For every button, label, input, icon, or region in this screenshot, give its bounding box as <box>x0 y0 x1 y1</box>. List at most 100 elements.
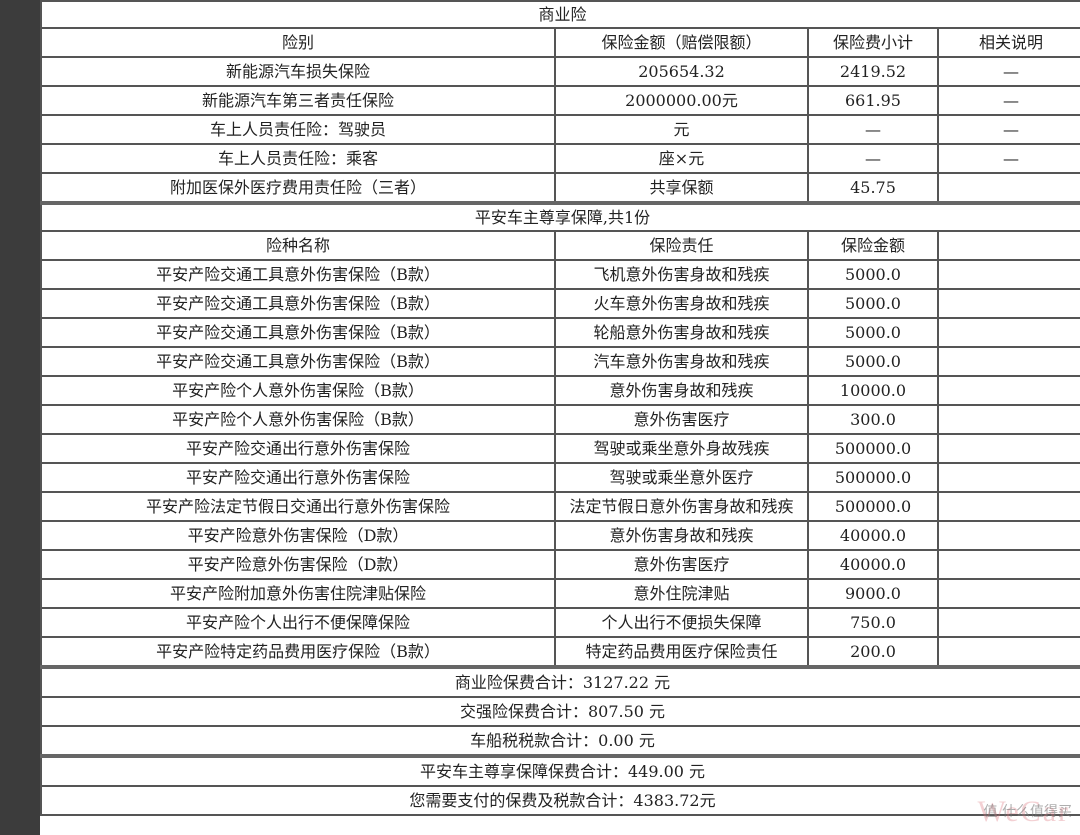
section-title: 平安车主尊享保障,共1份 <box>40 201 1080 232</box>
liability-cell: 汽车意外伤害身故和残疾 <box>554 346 809 377</box>
total-cell: 商业险保费合计：3127.22 元 <box>40 665 1080 698</box>
left-edge <box>0 0 40 835</box>
table-row: 新能源汽车损失保险 205654.32 2419.52— <box>40 56 1080 87</box>
coverage-name-cell: 平安产险个人意外伤害保险（B款） <box>40 375 556 406</box>
watermark-site: 值 什么值得买 <box>983 804 1072 820</box>
note-cell <box>937 549 1080 580</box>
coverage-name-cell: 平安产险交通出行意外伤害保险 <box>40 462 556 493</box>
coverage-name-cell: 平安产险交通工具意外伤害保险（B款） <box>40 346 556 377</box>
coverage-name-cell: 平安产险意外伤害保险（D款） <box>40 520 556 551</box>
coverage-name-cell: 平安产险交通工具意外伤害保险（B款） <box>40 259 556 290</box>
coverage-name-cell: 平安产险附加意外伤害住院津贴保险 <box>40 578 556 609</box>
sum-insured-cell: 500000.0 <box>807 462 939 493</box>
table-row: 平安产险意外伤害保险（D款） 意外伤害医疗 40000.0 <box>40 549 1080 580</box>
table-row: 平安产险特定药品费用医疗保险（B款） 特定药品费用医疗保险责任 200.0 <box>40 636 1080 668</box>
header-row: 险别 保险金额（赔偿限额） 保险费小计 相关说明 <box>40 27 1080 58</box>
column-header <box>937 230 1080 261</box>
note-cell <box>937 491 1080 522</box>
table-row: 车上人员责任险：驾驶员元 — — <box>40 114 1080 145</box>
column-header: 险别 <box>40 27 556 58</box>
note-cell <box>937 578 1080 609</box>
liability-cell: 轮船意外伤害身故和残疾 <box>554 317 809 348</box>
insurance-document: 商业险 险别 保险金额（赔偿限额） 保险费小计 相关说明 新能源汽车损失保险 205654.… <box>40 0 1080 816</box>
coverage-name-cell: 平安产险个人意外伤害保险（B款） <box>40 404 556 435</box>
liability-cell: 火车意外伤害身故和残疾 <box>554 288 809 319</box>
total-row: 商业险保费合计：3127.22 元 <box>40 665 1080 698</box>
header-row: 险种名称 保险责任 保险金额 <box>40 230 1080 261</box>
premium-cell: — <box>807 114 939 145</box>
table-row: 平安产险个人意外伤害保险（B款） 意外伤害医疗 300.0 <box>40 404 1080 435</box>
note-cell: — <box>937 114 1080 145</box>
column-header: 保险金额（赔偿限额） <box>554 27 809 58</box>
liability-cell: 意外伤害身故和残疾 <box>554 520 809 551</box>
sum-insured-cell: 300.0 <box>807 404 939 435</box>
sum-insured-cell: 500000.0 <box>807 433 939 464</box>
note-cell: — <box>937 143 1080 174</box>
table-row: 附加医保外医疗费用责任险（三者） 共享保额 45.75 <box>40 172 1080 204</box>
column-header: 险种名称 <box>40 230 556 261</box>
premium-table: 商业险 险别 保险金额（赔偿限额） 保险费小计 相关说明 新能源汽车损失保险 205654.… <box>40 0 1080 816</box>
premium-cell: 45.75 <box>807 172 939 204</box>
coverage-name-cell: 平安产险法定节假日交通出行意外伤害保险 <box>40 491 556 522</box>
item-name-cell: 新能源汽车第三者责任保险 <box>40 85 556 116</box>
note-cell <box>937 607 1080 638</box>
liability-cell: 意外伤害医疗 <box>554 549 809 580</box>
coverage-name-cell: 平安产险交通工具意外伤害保险（B款） <box>40 288 556 319</box>
total-row: 平安车主尊享保障保费合计：449.00 元 <box>40 754 1080 787</box>
total-row: 车船税税款合计：0.00 元 <box>40 725 1080 757</box>
total-cell: 您需要支付的保费及税款合计：4383.72元 <box>40 785 1080 816</box>
note-cell <box>937 636 1080 668</box>
total-cell: 车船税税款合计：0.00 元 <box>40 725 1080 757</box>
column-header: 保险责任 <box>554 230 809 261</box>
note-cell <box>937 433 1080 464</box>
note-cell <box>937 317 1080 348</box>
table-row: 平安产险法定节假日交通出行意外伤害保险 法定节假日意外伤害身故和残疾 500000.… <box>40 491 1080 522</box>
liability-cell: 意外伤害身故和残疾 <box>554 375 809 406</box>
item-name-cell: 车上人员责任险：驾驶员 <box>40 114 556 145</box>
liability-cell: 特定药品费用医疗保险责任 <box>554 636 809 668</box>
section-header: 平安车主尊享保障,共1份 <box>40 201 1080 232</box>
note-cell <box>937 259 1080 290</box>
total-cell: 平安车主尊享保障保费合计：449.00 元 <box>40 754 1080 787</box>
column-header: 相关说明 <box>937 27 1080 58</box>
sum-insured-cell: 5000.0 <box>807 288 939 319</box>
column-header: 保险费小计 <box>807 27 939 58</box>
table-row: 平安产险交通出行意外伤害保险 驾驶或乘坐意外身故残疾 500000.0 <box>40 433 1080 464</box>
table-row: 平安产险交通工具意外伤害保险（B款） 轮船意外伤害身故和残疾 5000.0 <box>40 317 1080 348</box>
sum-insured-cell: 5000.0 <box>807 317 939 348</box>
coverage-name-cell: 平安产险个人出行不便保障保险 <box>40 607 556 638</box>
amount-cell: 座×元 <box>554 143 809 174</box>
liability-cell: 驾驶或乘坐意外医疗 <box>554 462 809 493</box>
liability-cell: 飞机意外伤害身故和残疾 <box>554 259 809 290</box>
note-cell: — <box>937 56 1080 87</box>
total-cell: 交强险保费合计：807.50 元 <box>40 696 1080 727</box>
section-title: 商业险 <box>40 0 1080 29</box>
note-cell <box>937 288 1080 319</box>
liability-cell: 意外伤害医疗 <box>554 404 809 435</box>
section-header: 商业险 <box>40 0 1080 29</box>
table-row: 平安产险个人意外伤害保险（B款） 意外伤害身故和残疾 10000.0 <box>40 375 1080 406</box>
amount-cell: 元 <box>554 114 809 145</box>
table-row: 平安产险交通工具意外伤害保险（B款） 火车意外伤害身故和残疾 5000.0 <box>40 288 1080 319</box>
note-cell <box>937 346 1080 377</box>
note-cell <box>937 404 1080 435</box>
sum-insured-cell: 5000.0 <box>807 346 939 377</box>
item-name-cell: 车上人员责任险：乘客 <box>40 143 556 174</box>
table-row: 平安产险附加意外伤害住院津贴保险 意外住院津贴 9000.0 <box>40 578 1080 609</box>
table-row: 新能源汽车第三者责任保险 2000000.00元 661.95— <box>40 85 1080 116</box>
sum-insured-cell: 10000.0 <box>807 375 939 406</box>
table-row: 平安产险个人出行不便保障保险 个人出行不便损失保障 750.0 <box>40 607 1080 638</box>
note-cell <box>937 172 1080 204</box>
item-name-cell: 附加医保外医疗费用责任险（三者） <box>40 172 556 204</box>
table-row: 平安产险交通出行意外伤害保险 驾驶或乘坐意外医疗 500000.0 <box>40 462 1080 493</box>
table-row: 平安产险意外伤害保险（D款） 意外伤害身故和残疾 40000.0 <box>40 520 1080 551</box>
coverage-name-cell: 平安产险特定药品费用医疗保险（B款） <box>40 636 556 668</box>
note-cell <box>937 462 1080 493</box>
premium-cell: 661.95 <box>807 85 939 116</box>
liability-cell: 个人出行不便损失保障 <box>554 607 809 638</box>
total-row: 您需要支付的保费及税款合计：4383.72元 <box>40 785 1080 816</box>
premium-cell: 2419.52 <box>807 56 939 87</box>
coverage-name-cell: 平安产险交通出行意外伤害保险 <box>40 433 556 464</box>
amount-cell: 2000000.00元 <box>554 85 809 116</box>
premium-cell: — <box>807 143 939 174</box>
